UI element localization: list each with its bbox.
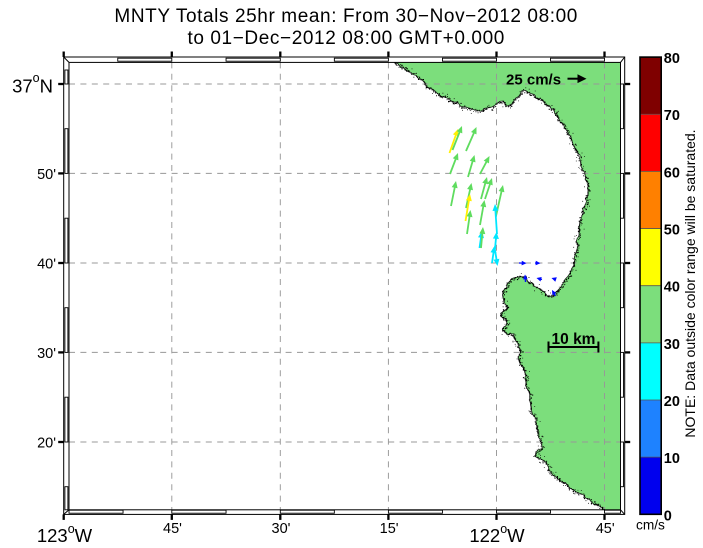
svg-text:80: 80 xyxy=(664,51,680,67)
svg-text:25 cm/s: 25 cm/s xyxy=(506,72,561,89)
svg-text:20: 20 xyxy=(664,394,680,410)
svg-text:70: 70 xyxy=(664,108,680,124)
svg-text:45': 45' xyxy=(596,521,615,537)
svg-text:60: 60 xyxy=(664,165,680,181)
svg-text:NOTE: Data outside color range: NOTE: Data outside color range will be s… xyxy=(682,129,698,437)
svg-text:20': 20' xyxy=(37,435,56,451)
svg-text:50': 50' xyxy=(37,167,56,183)
svg-text:MNTY Totals 25hr mean: From 30: MNTY Totals 25hr mean: From 30−Nov−2012 … xyxy=(114,6,578,27)
svg-text:50: 50 xyxy=(664,223,680,239)
svg-text:30: 30 xyxy=(664,337,680,353)
svg-text:to 01−Dec−2012 08:00 GMT+0.000: to 01−Dec−2012 08:00 GMT+0.000 xyxy=(187,28,504,49)
svg-text:45': 45' xyxy=(163,521,182,537)
svg-text:30': 30' xyxy=(272,521,291,537)
svg-text:123oW: 123oW xyxy=(37,522,93,546)
svg-text:122oW: 122oW xyxy=(469,522,525,546)
svg-text:37oN: 37oN xyxy=(12,71,53,97)
svg-text:40': 40' xyxy=(37,256,56,272)
svg-text:30': 30' xyxy=(37,346,56,362)
svg-text:0: 0 xyxy=(664,508,672,524)
svg-text:cm/s: cm/s xyxy=(636,518,665,533)
svg-text:10: 10 xyxy=(664,451,680,467)
svg-text:15': 15' xyxy=(380,521,399,537)
svg-text:10 km: 10 km xyxy=(552,331,596,348)
svg-text:40: 40 xyxy=(664,280,680,296)
